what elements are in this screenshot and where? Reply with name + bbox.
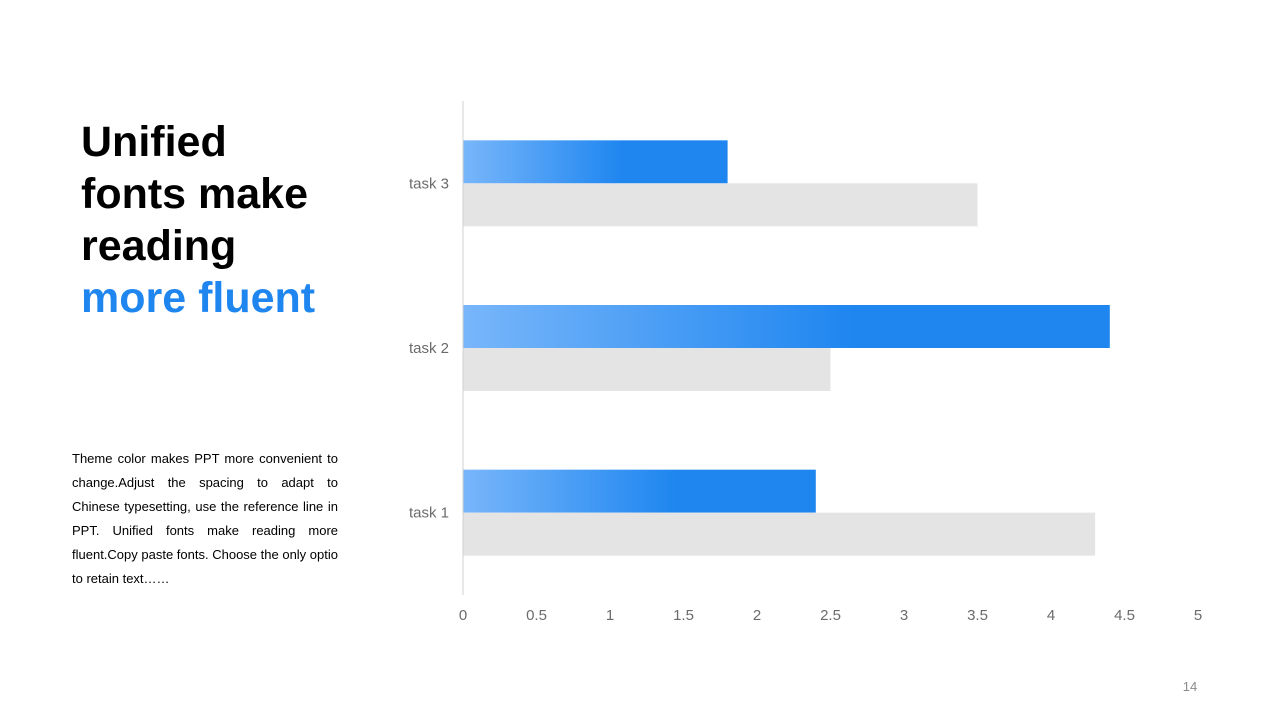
body-text: Theme color makes PPT more convenient to… xyxy=(72,451,338,586)
x-tick-label: 2 xyxy=(753,607,761,624)
x-tick-label: 3 xyxy=(900,607,908,624)
x-tick-label: 2.5 xyxy=(820,607,841,624)
bar-blue-task-2 xyxy=(463,305,1110,348)
x-tick-label: 0 xyxy=(459,607,467,624)
page-number: 14 xyxy=(1182,679,1198,694)
x-tick-label: 5 xyxy=(1194,607,1202,624)
x-tick-label: 4.5 xyxy=(1114,607,1135,624)
x-tick-label: 1.5 xyxy=(673,607,694,624)
bar-gray-task-2 xyxy=(463,348,831,391)
x-tick-labels: 0 0.5 1 1.5 2 2.5 3 3.5 4 4.5 5 xyxy=(459,607,1202,624)
bars-layer xyxy=(463,140,1110,556)
category-label-task-1: task 1 xyxy=(409,505,449,522)
x-tick-label: 1 xyxy=(606,607,614,624)
bar-blue-task-3 xyxy=(463,140,728,184)
bar-blue-task-1 xyxy=(463,469,816,513)
x-tick-label: 3.5 xyxy=(967,607,988,624)
title-line-3: reading xyxy=(81,222,237,270)
x-tick-label: 0.5 xyxy=(526,607,547,624)
bar-gray-task-1 xyxy=(463,512,1096,556)
title-accent-line: more fluent xyxy=(81,274,316,322)
category-label-task-2: task 2 xyxy=(409,340,449,357)
title-line-2: fonts make xyxy=(81,170,309,218)
category-labels: task 1 task 2 task 3 xyxy=(409,175,449,521)
x-tick-label: 4 xyxy=(1047,607,1055,624)
title-line-1: Unified xyxy=(81,118,227,166)
category-label-task-3: task 3 xyxy=(409,175,449,192)
bar-gray-task-3 xyxy=(463,183,978,227)
slide-title: Unified fonts make reading more fluent xyxy=(81,116,371,324)
